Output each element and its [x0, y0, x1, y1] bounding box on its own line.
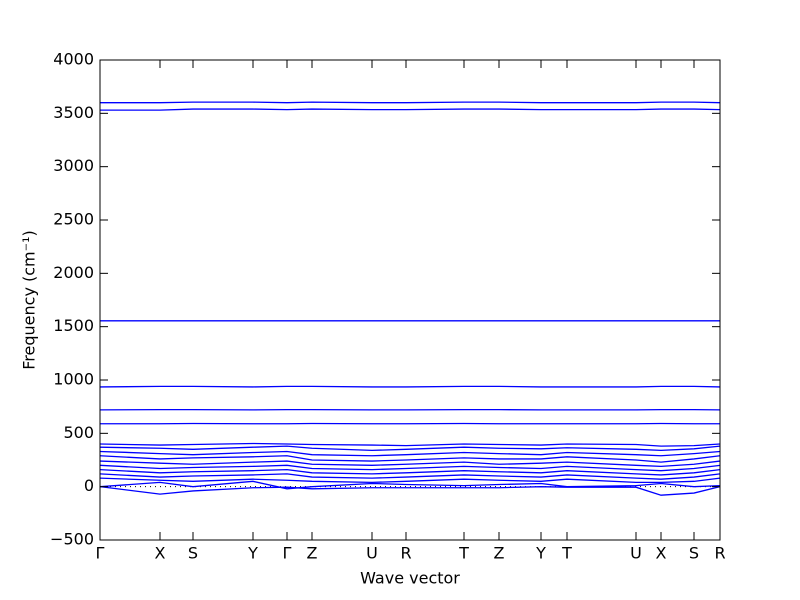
- plot-frame: [99, 59, 721, 541]
- y-tick-label: 3500: [53, 103, 94, 122]
- x-tick-label: S: [689, 544, 699, 563]
- band-line: [99, 385, 721, 388]
- band-line: [100, 108, 721, 111]
- x-tick-label: Y: [247, 544, 258, 563]
- band-line: [99, 486, 721, 496]
- x-tick-label: T: [561, 544, 572, 563]
- y-tick-label: 500: [63, 423, 94, 442]
- band-line: [99, 473, 721, 480]
- y-tick-label: 1000: [53, 370, 94, 389]
- y-tick-label: −500: [50, 530, 94, 549]
- x-tick-label: U: [366, 544, 378, 563]
- band-line: [100, 101, 721, 104]
- y-axis-label: Frequency (cm⁻¹): [20, 230, 39, 369]
- x-tick-label: Z: [494, 544, 505, 563]
- x-tick-label: T: [458, 544, 469, 563]
- band-line: [99, 450, 721, 457]
- y-tick-label: 1500: [53, 316, 94, 335]
- y-tick-label: 4000: [53, 50, 94, 69]
- x-tick-label: Z: [307, 544, 318, 563]
- x-tick-label: R: [400, 544, 411, 563]
- x-axis-label: Wave vector: [360, 569, 460, 588]
- x-tick-label: Y: [535, 544, 546, 563]
- x-tick-label: S: [188, 544, 198, 563]
- band-line: [99, 442, 721, 447]
- y-tick-label: 2500: [53, 210, 94, 229]
- band-line: [99, 480, 721, 490]
- x-tick-label: Γ: [96, 544, 105, 563]
- y-tick-label: 3000: [53, 156, 94, 175]
- band-line: [99, 460, 721, 468]
- band-line: [99, 455, 721, 463]
- y-tick-label: 2000: [53, 263, 94, 282]
- x-tick-label: X: [155, 544, 166, 563]
- x-tick-label: U: [630, 544, 642, 563]
- x-tick-label: R: [714, 544, 725, 563]
- band-line: [99, 468, 721, 476]
- y-tick-label: 0: [84, 476, 94, 495]
- band-line: [99, 445, 721, 452]
- band-line: [99, 464, 721, 472]
- x-tick-label: X: [656, 544, 667, 563]
- band-line: [99, 477, 721, 484]
- x-tick-label: Γ: [283, 544, 292, 563]
